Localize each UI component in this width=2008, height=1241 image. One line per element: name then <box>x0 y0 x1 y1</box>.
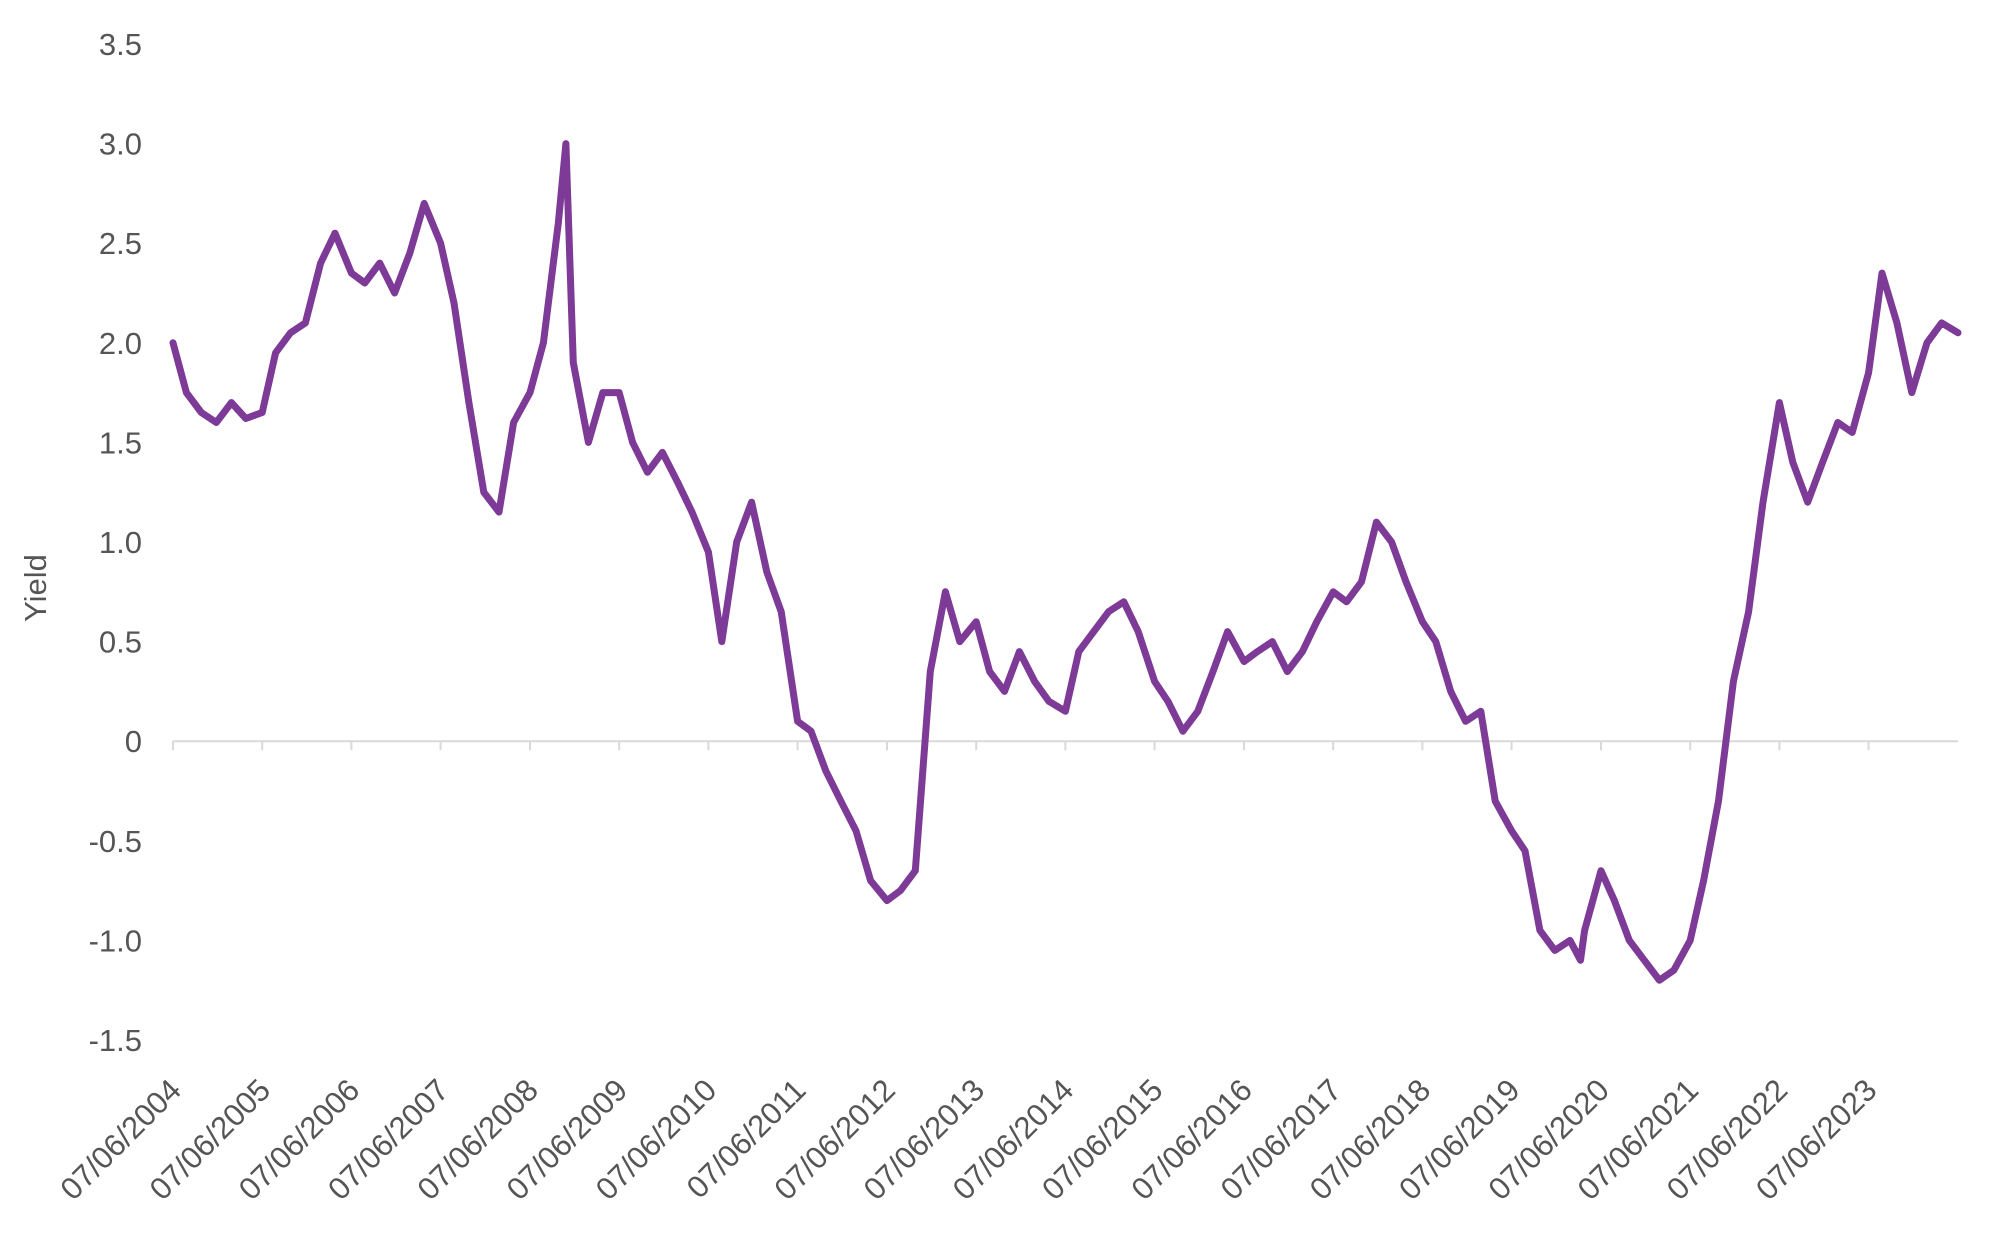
y-tick-label: -0.5 <box>89 824 142 859</box>
y-axis: -1.5 -1.0 -0.5 0 0.5 1.0 1.5 2.0 2.5 3.0 3.5 <box>89 27 142 1058</box>
y-axis-title: Yield <box>18 554 53 622</box>
y-tick-label: 1.5 <box>99 425 142 460</box>
yield-series-line <box>169 140 1962 984</box>
y-tick-label: 2.5 <box>99 226 142 261</box>
x-axis: 07/06/200407/06/200507/06/200607/06/2007… <box>53 741 1884 1207</box>
y-tick-label: 3.5 <box>99 27 142 62</box>
y-tick-label: -1.5 <box>89 1023 142 1058</box>
series-layer <box>169 140 1962 984</box>
y-tick-label: 0 <box>125 724 142 759</box>
y-tick-label: 3.0 <box>99 127 142 162</box>
y-tick-label: 1.0 <box>99 525 142 560</box>
y-tick-label: -1.0 <box>89 923 142 958</box>
y-tick-label: 2.0 <box>99 326 142 361</box>
y-tick-label: 0.5 <box>99 625 142 660</box>
